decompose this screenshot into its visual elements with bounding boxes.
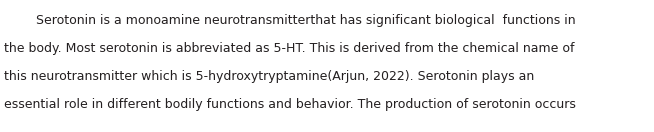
Text: Serotonin is a monoamine neurotransmitterthat has significant biological  functi: Serotonin is a monoamine neurotransmitte…: [4, 14, 576, 27]
Text: essential role in different bodily functions and behavior. The production of ser: essential role in different bodily funct…: [4, 98, 576, 111]
Text: this neurotransmitter which is 5-hydroxytryptamine(Arjun, 2022). Serotonin plays: this neurotransmitter which is 5-hydroxy…: [4, 70, 534, 83]
Text: the body. Most serotonin is abbreviated as 5-HT. This is derived from the chemic: the body. Most serotonin is abbreviated …: [4, 42, 574, 55]
